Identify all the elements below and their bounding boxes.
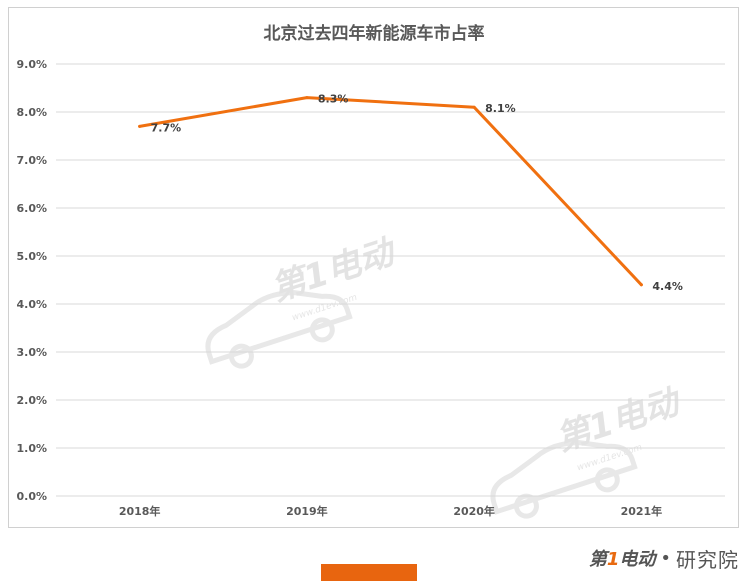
gridlines: [56, 63, 725, 497]
bottom-accent-bar: [321, 564, 417, 581]
y-tick-label: 8.0%: [16, 106, 47, 119]
line-chart: 第1电动 www.d1ev.com 第1电动 www.d1ev.com 北京过去…: [16, 23, 725, 519]
y-tick-label: 3.0%: [16, 346, 47, 359]
brand-logo-one: 1: [606, 549, 620, 570]
y-tick-label: 1.0%: [16, 442, 47, 455]
series-line: [138, 96, 643, 287]
data-point: [472, 105, 476, 109]
brand-logo-prefix: 第: [588, 549, 607, 570]
brand-separator: •: [660, 547, 671, 569]
y-tick-label: 7.0%: [16, 154, 47, 167]
watermark-icon: 第1电动 www.d1ev.com: [490, 381, 687, 519]
y-tick-label: 9.0%: [16, 58, 47, 71]
y-tick-label: 2.0%: [16, 394, 47, 407]
y-tick-label: 0.0%: [16, 490, 47, 503]
data-label: 8.3%: [318, 93, 349, 106]
y-axis: 0.0% 1.0% 2.0% 3.0% 4.0% 5.0% 6.0% 7.0% 8.0% 9.0%: [16, 58, 47, 503]
x-tick-label: 2018年: [119, 504, 161, 518]
data-point: [138, 124, 142, 128]
watermark-icon: 第1电动 www.d1ev.com: [205, 231, 402, 369]
brand-name: 研究院: [676, 547, 739, 572]
y-tick-label: 4.0%: [16, 298, 47, 311]
brand-logo-suffix: 电动: [619, 549, 656, 570]
brand-logo-text: 第1电动: [589, 545, 656, 571]
data-point: [639, 283, 643, 287]
chart-title: 北京过去四年新能源车市占率: [264, 23, 485, 44]
data-label: 8.1%: [485, 102, 516, 115]
x-axis: 2018年 2019年 2020年 2021年: [119, 504, 662, 518]
x-tick-label: 2019年: [286, 504, 328, 518]
y-tick-label: 5.0%: [16, 250, 47, 263]
brand-logo: 第1电动 • 研究院: [589, 543, 739, 573]
data-labels: 7.7% 8.3% 8.1% 4.4%: [151, 93, 683, 293]
data-point: [305, 96, 309, 100]
chart-container: 第1电动 www.d1ev.com 第1电动 www.d1ev.com 北京过去…: [8, 7, 739, 528]
series: [138, 96, 643, 287]
data-label: 4.4%: [652, 280, 683, 293]
data-label: 7.7%: [151, 121, 182, 134]
x-tick-label: 2021年: [621, 504, 663, 518]
y-tick-label: 6.0%: [16, 202, 47, 215]
x-tick-label: 2020年: [453, 504, 495, 518]
